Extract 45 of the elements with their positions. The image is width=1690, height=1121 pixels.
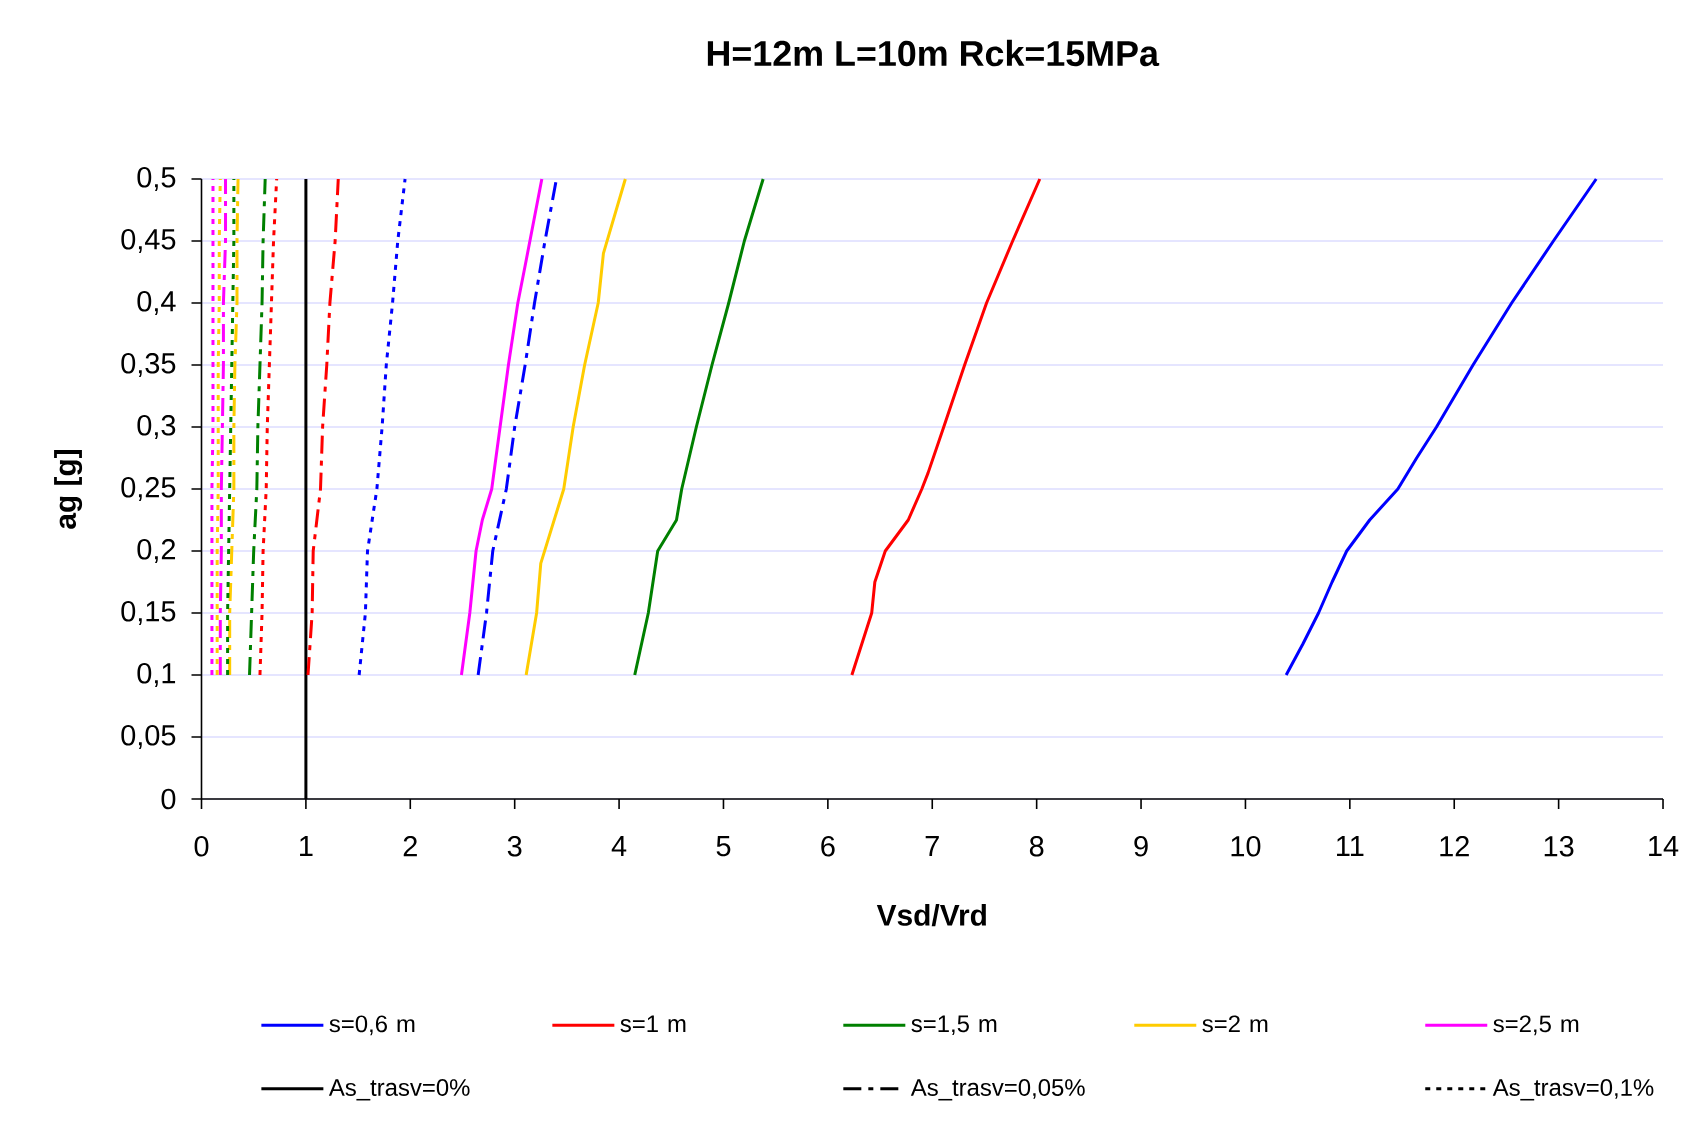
x-tick-label: 12: [1440, 836, 1469, 857]
x-tick-label: 4: [611, 836, 627, 856]
y-tick-label: 0,25: [121, 477, 176, 501]
y-axis-title: ag [g]: [54, 450, 83, 529]
y-tick-label: 0: [161, 788, 176, 810]
y-tick-label: 0,5: [137, 167, 176, 191]
y-tick-label: 0,35: [121, 353, 176, 377]
x-tick-label: 1: [300, 836, 313, 856]
x-tick-label: 2: [403, 836, 417, 857]
x-tick-label: 5: [716, 836, 731, 857]
legend-label: As_trasv=0,1%: [1492, 1079, 1654, 1101]
y-tick-label: 0,05: [121, 725, 176, 749]
y-tick-label: 0,4: [137, 291, 176, 315]
y-tick-label: 0,2: [137, 539, 176, 563]
x-tick-label: 9: [1134, 836, 1148, 857]
x-tick-label: 14: [1649, 836, 1679, 856]
line-series: [306, 177, 340, 677]
line-series: [850, 177, 1042, 677]
y-tick-label: 0,1: [137, 663, 176, 687]
x-tick-label: 8: [1029, 836, 1044, 857]
line-series: [633, 177, 765, 677]
legend-label: As_trasv=0%: [328, 1079, 470, 1101]
x-tick-label: 3: [507, 836, 522, 857]
legend-label: s=1,5 m: [911, 1015, 997, 1036]
line-series: [228, 177, 240, 677]
legend-label: s=0,6 m: [329, 1015, 415, 1036]
y-tick-label: 0,15: [121, 601, 176, 625]
line-series: [357, 177, 407, 677]
legend-label: s=2 m: [1202, 1015, 1268, 1033]
x-tick-label: 13: [1544, 836, 1574, 857]
line-series: [524, 177, 627, 677]
x-tick-label: 11: [1337, 836, 1364, 856]
x-tick-label: 0: [194, 836, 209, 857]
y-tick-label: 0,45: [121, 229, 176, 253]
chart-title: H=12m L=10m Rck=15MPa: [707, 39, 1160, 67]
legend-label: s=2,5 m: [1493, 1015, 1579, 1036]
legend-label: As_trasv=0,05%: [910, 1079, 1085, 1101]
x-tick-label: 7: [925, 836, 939, 856]
x-tick-label: 6: [821, 836, 835, 857]
line-series: [1284, 177, 1598, 677]
y-tick-label: 0,3: [137, 415, 176, 439]
x-axis-title: Vsd/Vrd: [876, 903, 986, 927]
x-tick-label: 10: [1231, 836, 1261, 857]
legend-label: s=1 m: [620, 1015, 686, 1033]
line-series: [218, 177, 228, 677]
